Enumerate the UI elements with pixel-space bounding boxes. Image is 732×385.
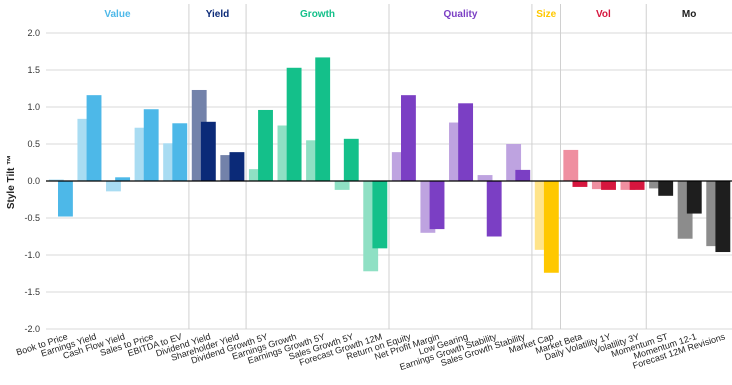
y-axis-ticks: 2.0 1.5 1.0 0.5 0.0 -0.5 -1.0 -1.5 -2.0 bbox=[24, 28, 40, 334]
bar-dark bbox=[143, 109, 159, 181]
bar-dark bbox=[315, 57, 331, 181]
group-separators bbox=[188, 4, 647, 329]
group-label: Vol bbox=[596, 9, 611, 20]
bar-dark bbox=[86, 95, 102, 181]
group-labels: Value Yield Growth Quality Size Vol Mo bbox=[104, 9, 696, 20]
y-tick-label: 0.0 bbox=[27, 176, 40, 186]
bar-light bbox=[48, 179, 64, 181]
bar-dark bbox=[372, 181, 388, 249]
y-tick-label: -0.5 bbox=[24, 213, 40, 223]
bar-light bbox=[591, 181, 607, 190]
group-label: Mo bbox=[682, 9, 696, 20]
y-tick-label: -2.0 bbox=[24, 324, 40, 334]
y-tick-label: 2.0 bbox=[27, 28, 40, 38]
group-label: Size bbox=[536, 9, 556, 20]
bar-dark bbox=[543, 181, 559, 273]
bar-dark bbox=[172, 123, 188, 181]
bar-light bbox=[248, 169, 264, 181]
y-tick-label: -1.5 bbox=[24, 287, 40, 297]
bar-light bbox=[649, 181, 664, 189]
y-tick-label: 1.0 bbox=[27, 102, 40, 112]
bar-dark bbox=[458, 103, 474, 181]
y-axis-title: Style Tilt ™ bbox=[6, 155, 17, 209]
bar-light bbox=[334, 181, 350, 190]
group-label: Growth bbox=[300, 9, 335, 20]
bar-dark bbox=[572, 181, 588, 187]
group-label: Value bbox=[104, 9, 131, 20]
bar-dark bbox=[258, 109, 273, 181]
bar-dark bbox=[229, 152, 245, 181]
bar-light bbox=[106, 181, 121, 192]
bar-dark bbox=[286, 67, 302, 181]
bar-dark bbox=[686, 181, 702, 214]
y-tick-label: 1.5 bbox=[27, 65, 40, 75]
bar-dark bbox=[629, 181, 645, 190]
y-tick-label: -1.0 bbox=[24, 250, 40, 260]
bar-light bbox=[477, 175, 493, 181]
bar-dark bbox=[58, 181, 73, 217]
bar-dark bbox=[658, 181, 674, 196]
bar-dark bbox=[200, 121, 216, 181]
bar-dark bbox=[401, 95, 416, 181]
bar-dark bbox=[486, 181, 502, 237]
group-label: Quality bbox=[444, 9, 478, 20]
bar-dark bbox=[515, 169, 531, 181]
bar-layer bbox=[48, 57, 731, 273]
bar-dark bbox=[601, 181, 616, 190]
bar-dark bbox=[429, 181, 445, 230]
group-label: Yield bbox=[206, 9, 230, 20]
bar-dark bbox=[343, 138, 359, 181]
y-tick-label: 0.5 bbox=[27, 139, 40, 149]
bar-light bbox=[620, 181, 636, 190]
bar-dark bbox=[115, 177, 131, 181]
bar-dark bbox=[715, 181, 731, 253]
bar-light bbox=[563, 149, 579, 181]
